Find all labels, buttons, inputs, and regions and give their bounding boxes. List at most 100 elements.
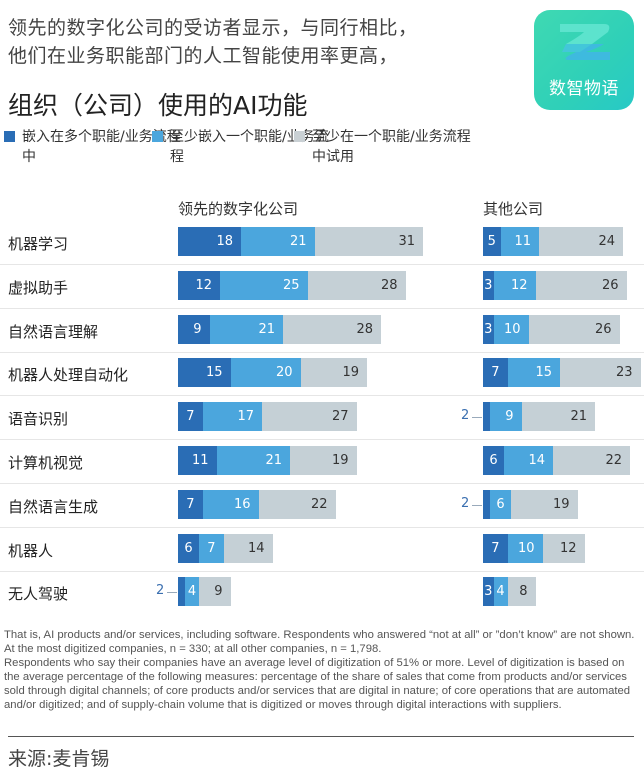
bar-segment <box>178 533 199 563</box>
bar-segment <box>178 314 210 344</box>
data-label: 11 <box>514 234 531 249</box>
data-label: 12 <box>195 277 212 293</box>
data-label: 15 <box>205 365 223 381</box>
data-label: 22 <box>605 453 622 468</box>
data-label: 12 <box>510 277 528 293</box>
callout-line <box>472 417 482 419</box>
bar-segment <box>216 446 290 475</box>
data-label: 4 <box>187 584 197 600</box>
row-separator <box>0 570 644 572</box>
bar-segment <box>521 402 595 432</box>
data-label: 19 <box>552 496 570 512</box>
bar-segment <box>528 314 620 344</box>
bar-segment <box>500 227 539 256</box>
data-label: 16 <box>233 496 251 512</box>
z-logo-icon <box>560 24 610 60</box>
data-label: 28 <box>380 277 398 293</box>
data-label: 2 <box>461 495 470 511</box>
data-label: 21 <box>265 453 282 468</box>
bar-segment <box>307 270 406 300</box>
data-label: 7 <box>491 365 500 381</box>
row-separator <box>0 395 644 397</box>
bar-segment <box>507 577 536 607</box>
data-label: 7 <box>207 540 216 556</box>
legend-item-embedded-multiple: 嵌入在多个职能/业务流程中 <box>4 127 182 167</box>
bar-segment <box>178 446 217 475</box>
bar-segment <box>483 446 504 475</box>
bar-segment <box>493 270 536 300</box>
bar-segment <box>223 533 273 563</box>
subtitle-line-2: 他们在业务职能部门的人工智能使用率更高， <box>8 45 399 67</box>
data-label: 6 <box>489 453 498 468</box>
legend-label: 嵌入在多个职能/业务流程中 <box>22 129 181 165</box>
legend-item-embedded-one: 至少嵌入一个职能/业务流程 <box>152 127 330 167</box>
bar-segment <box>241 227 315 256</box>
row-separator <box>0 307 644 309</box>
bar-segment <box>483 489 490 519</box>
divider <box>8 736 634 737</box>
category-label: 机器人 <box>8 541 54 560</box>
data-label: 9 <box>193 321 202 337</box>
data-label: 10 <box>517 540 535 556</box>
bar-segment <box>283 314 381 344</box>
data-label: 9 <box>214 584 223 600</box>
data-label: 21 <box>258 321 275 337</box>
panel-title-leading: 领先的数字化公司 <box>178 200 299 218</box>
row-separator <box>0 483 644 484</box>
bar-segment <box>483 358 508 388</box>
bar-segment <box>314 227 423 256</box>
bar-segment <box>262 402 357 432</box>
subtitle: 领先的数字化公司的受访者显示，与同行相比， 他们在业务职能部门的人工智能使用率更… <box>8 14 418 70</box>
legend-swatch <box>4 131 15 142</box>
data-label: 24 <box>598 234 615 249</box>
bar-segment <box>483 402 490 432</box>
legend-item-piloted: 至少在一个职能/业务流程中试用 <box>294 127 472 167</box>
data-label: 21 <box>570 409 587 425</box>
legend-label: 至少嵌入一个职能/业务流程 <box>170 129 329 165</box>
category-label: 机器人处理自动化 <box>8 366 129 385</box>
bar-segment <box>493 314 529 344</box>
data-label: 19 <box>342 365 359 381</box>
callout-line <box>472 504 482 506</box>
data-label: 27 <box>331 409 349 425</box>
data-label: 3 <box>484 321 493 337</box>
data-label: 12 <box>559 540 577 556</box>
bar-segment <box>199 533 224 563</box>
data-label: 18 <box>216 234 233 249</box>
bar-segment <box>178 489 203 519</box>
bar-segment <box>178 227 241 256</box>
bar-segment <box>504 446 553 475</box>
category-label: 无人驾驶 <box>8 585 69 604</box>
bar-segment <box>483 577 494 607</box>
data-label: 2 <box>461 408 470 424</box>
bar-segment <box>483 270 494 300</box>
category-label: 虚拟助手 <box>8 278 69 297</box>
data-label: 21 <box>289 234 307 249</box>
bar-segment <box>539 227 623 256</box>
logo-text: 数智物语 <box>549 79 619 99</box>
category-label: 计算机视觉 <box>8 454 84 472</box>
category-label: 自然语言理解 <box>8 322 99 341</box>
bar-segment <box>483 533 508 563</box>
bar-segment <box>511 489 578 519</box>
legend-label: 至少在一个职能/业务流程中试用 <box>312 129 471 165</box>
data-label: 5 <box>487 234 496 249</box>
data-label: 28 <box>356 321 373 337</box>
data-label: 9 <box>505 409 514 425</box>
data-label: 7 <box>491 540 500 556</box>
data-label: 7 <box>186 409 195 425</box>
bar-segment <box>535 270 627 300</box>
row-separator <box>0 351 644 353</box>
footnote-2: Respondents who say their companies have… <box>4 657 631 711</box>
category-label: 机器学习 <box>8 235 69 253</box>
bar-segment <box>178 402 203 432</box>
legend-swatch <box>152 131 163 142</box>
bar-segment <box>290 446 357 475</box>
bar-segment <box>560 358 641 388</box>
data-label: 11 <box>191 453 209 468</box>
data-label: 20 <box>275 365 293 381</box>
data-label: 15 <box>535 365 552 381</box>
brand-logo: 数智物语 <box>534 10 634 110</box>
data-label: 14 <box>528 453 545 468</box>
footnotes: That is, AI products and/or services, in… <box>2 628 642 712</box>
